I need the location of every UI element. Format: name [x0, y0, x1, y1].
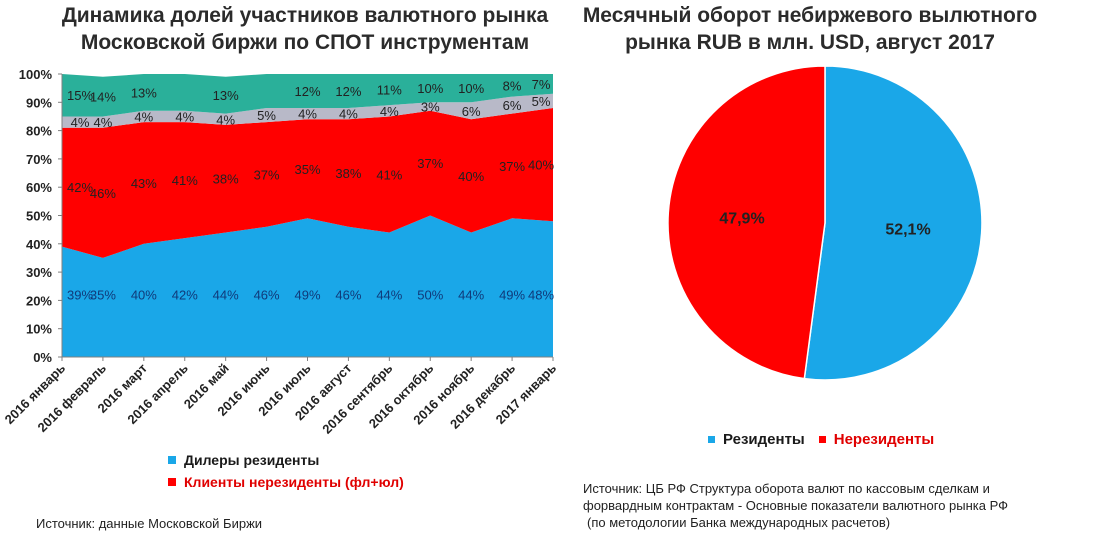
y-tick-label: 0%	[33, 350, 52, 365]
data-label: 42%	[67, 180, 93, 195]
data-label: 6%	[503, 98, 522, 113]
data-label: 46%	[335, 288, 361, 303]
data-label: 40%	[528, 158, 554, 173]
right-chart-title: Месячный оборот небиржевого вылютного ры…	[560, 2, 1060, 56]
y-tick-label: 50%	[26, 209, 52, 224]
area-series-1	[62, 108, 553, 258]
data-label: 37%	[417, 156, 443, 171]
right-chart-title-line2: рынка RUB в млн. USD, август 2017	[625, 31, 995, 54]
right-source-line1: Источник: ЦБ РФ Структура оборота валют …	[583, 481, 990, 496]
right-source-note: Источник: ЦБ РФ Структура оборота валют …	[583, 480, 1088, 531]
area-series-3	[62, 74, 553, 117]
legend-label-nonresidents: Нерезиденты	[833, 431, 935, 448]
y-tick-label: 40%	[26, 237, 52, 252]
x-tick-label: 2016 сентябрь	[319, 361, 395, 437]
data-label: 5%	[532, 94, 551, 109]
y-tick-label: 60%	[26, 180, 52, 195]
data-label: 7%	[532, 77, 551, 92]
data-label: 10%	[458, 81, 484, 96]
data-label: 15%	[67, 88, 93, 103]
data-label: 35%	[90, 288, 116, 303]
data-label: 44%	[213, 288, 239, 303]
y-tick-label: 10%	[26, 322, 52, 337]
data-label: 4%	[94, 115, 113, 130]
data-label: 12%	[335, 84, 361, 99]
data-label: 38%	[213, 172, 239, 187]
y-tick-label: 80%	[26, 124, 52, 139]
right-source-line2: форвардным контрактам - Основные показат…	[583, 498, 1009, 513]
data-label: 10%	[417, 81, 443, 96]
data-label: 39%	[67, 288, 93, 303]
y-tick-label: 30%	[26, 265, 52, 280]
y-tick-label: 100%	[19, 67, 53, 82]
legend-swatch-residents	[708, 436, 715, 443]
data-label: 43%	[131, 176, 157, 191]
data-label: 46%	[90, 186, 116, 201]
legend-label-dealers: Дилеры резиденты	[184, 452, 320, 468]
data-label: 3%	[421, 100, 440, 115]
pie-chart: 52,1% 47,9%	[667, 65, 983, 381]
data-label: 48%	[528, 288, 554, 303]
y-tick-label: 70%	[26, 152, 52, 167]
data-label: 4%	[298, 107, 317, 122]
pie-slice-label: 47,9%	[719, 211, 764, 228]
data-label: 41%	[172, 173, 198, 188]
area-series-2	[62, 93, 553, 128]
data-label: 44%	[458, 288, 484, 303]
left-chart-title-line1: Динамика долей участников валютного рынк…	[61, 4, 549, 27]
data-label: 14%	[90, 90, 116, 105]
data-label: 38%	[335, 166, 361, 181]
left-source-note: Источник: данные Московской Биржи	[36, 516, 263, 531]
data-label: 4%	[175, 109, 194, 124]
data-label: 37%	[499, 159, 525, 174]
data-label: 41%	[376, 167, 402, 182]
data-label: 49%	[499, 288, 525, 303]
data-label: 8%	[503, 78, 522, 93]
data-label: 13%	[131, 85, 157, 100]
pie-slice-0	[803, 65, 983, 381]
data-label: 44%	[376, 288, 402, 303]
data-label: 35%	[294, 162, 320, 177]
data-label: 4%	[339, 107, 358, 122]
data-label: 49%	[294, 288, 320, 303]
pie-slice-label: 52,1%	[885, 222, 930, 239]
area-chart: 0%10%20%30%40%50%60%70%80%90%100%2016 ян…	[2, 67, 559, 437]
data-label: 5%	[257, 108, 276, 123]
left-chart-title: Динамика долей участников валютного рынк…	[40, 2, 570, 56]
area-series-0	[62, 215, 553, 357]
data-label: 40%	[458, 169, 484, 184]
left-legend-item-dealers: Дилеры резиденты	[168, 452, 319, 468]
data-label: 37%	[254, 167, 280, 182]
left-legend-item-clients: Клиенты нерезиденты (фл+юл)	[168, 474, 404, 490]
data-label: 4%	[134, 109, 153, 124]
data-label: 4%	[216, 112, 235, 127]
right-chart-title-line1: Месячный оборот небиржевого вылютного	[582, 4, 1038, 27]
data-label: 4%	[380, 104, 399, 119]
legend-label-residents: Резиденты	[723, 431, 805, 448]
legend-label-clients: Клиенты нерезиденты (фл+юл)	[184, 474, 404, 490]
data-label: 6%	[462, 104, 481, 119]
y-tick-label: 20%	[26, 293, 52, 308]
right-legend: Резиденты Нерезиденты	[708, 431, 934, 448]
legend-swatch-nonresidents	[818, 436, 826, 443]
pie-slice-1	[667, 65, 826, 380]
data-label: 11%	[377, 83, 402, 98]
data-label: 40%	[131, 288, 157, 303]
left-chart-title-line2: Московской биржи по СПОТ инструментам	[80, 31, 530, 54]
data-label: 4%	[71, 115, 90, 130]
legend-swatch-clients	[168, 478, 176, 486]
data-label: 13%	[213, 88, 239, 103]
y-tick-label: 90%	[26, 95, 52, 110]
right-source-line3: (по методологии Банка международных расч…	[587, 515, 891, 530]
legend-swatch-dealers	[168, 456, 176, 464]
data-label: 50%	[417, 288, 443, 303]
data-label: 46%	[254, 288, 280, 303]
data-label: 42%	[172, 288, 198, 303]
data-label: 12%	[294, 84, 320, 99]
